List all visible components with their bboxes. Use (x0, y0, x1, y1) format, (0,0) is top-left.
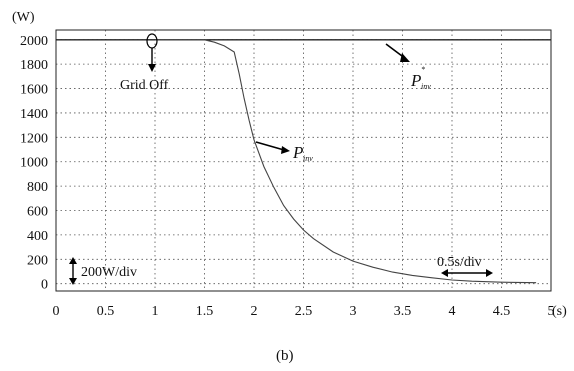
x-tick-label: 2 (251, 304, 258, 319)
x-ticks: 0 0.5 1 1.5 2 2.5 3 3.5 4 4.5 5 (53, 304, 555, 319)
y-tick-label: 0 (41, 278, 48, 293)
x-tick-label: 0.5 (97, 304, 115, 319)
y-ticks: 0 200 400 600 800 1000 1200 1400 1600 1800 2000 (20, 34, 48, 293)
pinv-label: P (292, 143, 303, 162)
y-tick-label: 800 (27, 180, 48, 195)
x-tick-label: 3 (350, 304, 357, 319)
x-tick-label: 3.5 (394, 304, 412, 319)
plot-frame (55, 29, 552, 292)
x-tick-label: 1.5 (196, 304, 214, 319)
series-layer (56, 39, 551, 284)
x-div-label: 0.5s/div (437, 255, 482, 270)
x-unit-label: (s) (552, 304, 567, 319)
x-tick-label: 2.5 (295, 304, 313, 319)
x-div-arrowhead-left (441, 269, 448, 277)
pinv-ref-arrowhead (400, 53, 410, 62)
pinv-sub: inv (303, 154, 313, 163)
y-tick-label: 1000 (20, 156, 48, 171)
x-tick-label: 0 (53, 304, 60, 319)
y-tick-label: 1400 (20, 107, 48, 122)
y-tick-label: 1800 (20, 58, 48, 73)
y-tick-label: 1600 (20, 83, 48, 98)
figure-caption: (b) (276, 348, 294, 364)
y-tick-label: 600 (27, 205, 48, 220)
pinv-ref-sub: inv (421, 82, 431, 91)
x-tick-label: 5 (548, 304, 555, 319)
grid (56, 30, 551, 291)
y-div-arrowhead-up (69, 257, 77, 264)
y-div-label: 200W/div (81, 265, 137, 280)
y-div-arrowhead-down (69, 278, 77, 285)
y-tick-label: 1200 (20, 131, 48, 146)
pinv-arrow (255, 141, 285, 151)
series-line-measured (155, 39, 537, 284)
y-tick-label: 400 (27, 229, 48, 244)
grid-off-label: Grid Off (120, 78, 169, 93)
x-tick-label: 4.5 (493, 304, 511, 319)
x-tick-label: 4 (449, 304, 456, 319)
y-tick-label: 200 (27, 253, 48, 268)
grid-off-arrowhead (148, 64, 156, 72)
pinv-ref-label: P (410, 71, 421, 90)
x-div-arrowhead-right (486, 269, 493, 277)
pinv-arrowhead (281, 146, 290, 154)
x-tick-label: 1 (152, 304, 159, 319)
y-tick-label: 2000 (20, 34, 48, 49)
pinv-ref-sup: * (421, 65, 425, 74)
y-unit-label: (W) (12, 10, 35, 25)
grid-off-marker (146, 33, 158, 49)
